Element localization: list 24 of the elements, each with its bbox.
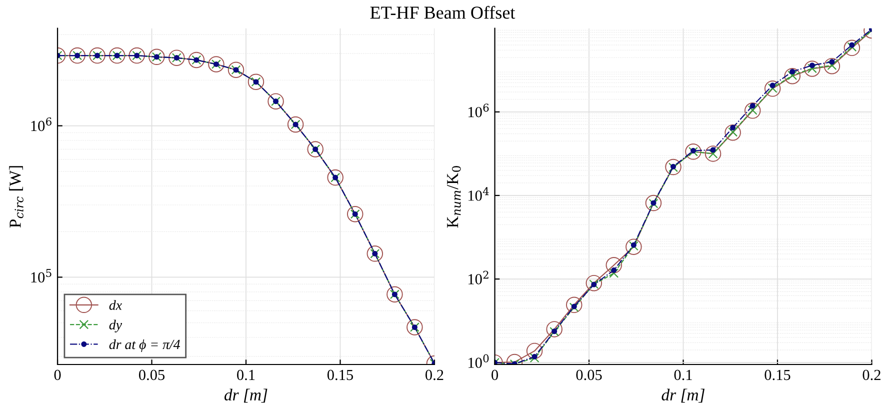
y-axis-title: P$_{circ}$ [W]: [9, 166, 24, 228]
y-axis-title: K$_{num}$/K$_{0}$: [447, 166, 461, 228]
y-tick-label: 10$^{4}$: [468, 187, 489, 201]
x-tick-label: 0.2: [862, 370, 880, 380]
x-tick-label: 0.2: [426, 370, 444, 380]
legend-label: dx: [109, 300, 122, 310]
y-tick-label: 10$^{5}$: [31, 269, 52, 283]
x-tick-label: 0.15: [327, 370, 354, 380]
x-axis-title: dr [m]: [662, 388, 704, 403]
y-tick-label: 10$^{2}$: [468, 270, 488, 284]
legend-label: dy: [109, 320, 122, 332]
x-tick-label: 0.05: [138, 370, 165, 380]
legend-label: dr at ϕ = π/4: [109, 339, 180, 352]
x-axis-title: dr [m]: [224, 388, 268, 403]
x-tick-label: 0: [492, 370, 498, 380]
y-tick-label: 10$^{0}$: [468, 354, 489, 368]
x-tick-label: 0.1: [674, 370, 692, 380]
x-tick-label: 0: [54, 370, 61, 380]
x-tick-label: 0.1: [237, 370, 255, 380]
y-tick-label: 10$^{6}$: [31, 117, 52, 132]
x-tick-label: 0.15: [764, 370, 790, 380]
y-tick-label: 10$^{6}$: [468, 104, 489, 118]
x-tick-label: 0.05: [576, 370, 602, 380]
chart-title: ET-HF Beam Offset: [370, 6, 516, 19]
